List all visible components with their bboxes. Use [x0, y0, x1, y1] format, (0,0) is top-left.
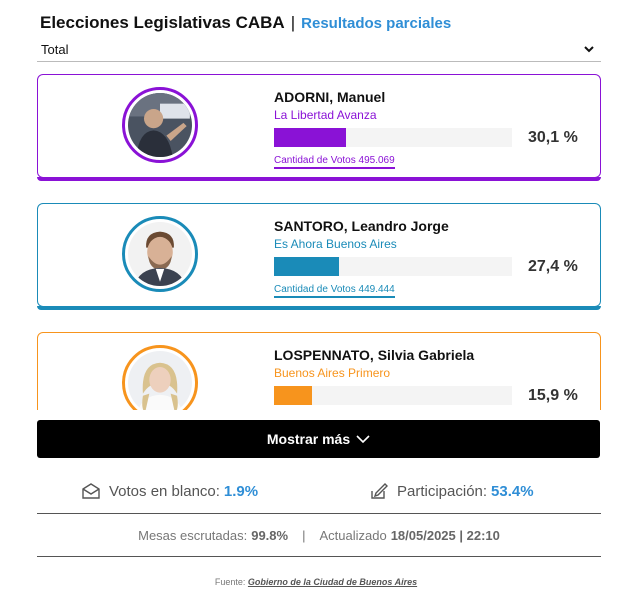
candidate-avatar: [122, 216, 198, 292]
mesas-label: Mesas escrutadas:: [138, 528, 248, 543]
page-subtitle: Resultados parciales: [301, 15, 452, 32]
blank-votes-stat: Votos en blanco: 1.9%: [81, 482, 258, 500]
status-separator: |: [302, 528, 306, 543]
candidate-percent: 30,1 %: [528, 129, 578, 146]
candidate-name: LOSPENNATO, Silvia Gabriela: [274, 347, 475, 363]
source-footer: Fuente: Gobierno de la Ciudad de Buenos …: [0, 577, 632, 587]
vote-bar: [274, 128, 512, 147]
candidate-votes-link[interactable]: Cantidad de Votos 495.069: [274, 155, 395, 169]
candidate-list[interactable]: ADORNI, Manuel La Libertad Avanza 30,1 %…: [37, 72, 601, 410]
candidate-percent: 27,4 %: [528, 258, 578, 275]
candidate-photo-icon: [128, 93, 192, 157]
candidate-percent: 15,9 %: [528, 387, 578, 404]
vote-bar-fill: [274, 257, 340, 276]
district-select[interactable]: Total: [37, 38, 601, 62]
envelope-icon: [82, 483, 100, 499]
candidate-name: ADORNI, Manuel: [274, 89, 386, 105]
district-select-value: Total: [41, 42, 69, 57]
source-link[interactable]: Gobierno de la Ciudad de Buenos Aires: [247, 577, 418, 587]
participation-label: Participación:: [397, 482, 488, 500]
chevron-down-icon: [584, 46, 594, 53]
blank-votes-label: Votos en blanco:: [109, 482, 220, 500]
candidate-card[interactable]: LOSPENNATO, Silvia Gabriela Buenos Aires…: [37, 332, 601, 410]
vote-bar-fill: [274, 386, 312, 405]
summary-stats: Votos en blanco: 1.9% Participación: 53.…: [37, 474, 601, 514]
show-more-button[interactable]: Mostrar más: [37, 420, 600, 458]
participation-stat: Participación: 53.4%: [369, 482, 534, 500]
chevron-down-icon: [356, 435, 370, 444]
blank-votes-value: 1.9%: [223, 482, 259, 500]
participation-value: 53.4%: [491, 482, 534, 500]
card-accent-line: [37, 177, 601, 181]
title-separator: |: [290, 13, 296, 32]
candidate-votes-link[interactable]: Cantidad de Votos 449.444: [274, 284, 395, 298]
page-header: Elecciones Legislativas CABA | Resultado…: [40, 13, 451, 35]
vote-bar: [274, 386, 512, 405]
show-more-label: Mostrar más: [266, 431, 351, 447]
candidate-photo-icon: [128, 351, 192, 410]
count-status: Mesas escrutadas: 99.8% | Actualizado 18…: [37, 515, 601, 557]
updated-value: 18/05/2025 | 22:10: [390, 528, 500, 543]
vote-bar-fill: [274, 128, 346, 147]
candidate-party: Es Ahora Buenos Aires: [274, 237, 397, 251]
candidate-avatar: [122, 87, 198, 163]
source-label: Fuente:: [214, 577, 246, 587]
vote-bar: [274, 257, 512, 276]
candidate-party: Buenos Aires Primero: [274, 366, 391, 380]
card-accent-line: [37, 306, 601, 310]
ballot-icon: [371, 483, 388, 499]
updated-label: Actualizado: [319, 528, 387, 543]
candidate-card[interactable]: ADORNI, Manuel La Libertad Avanza 30,1 %…: [37, 74, 601, 181]
candidate-name: SANTORO, Leandro Jorge: [274, 218, 449, 234]
page-title: Elecciones Legislativas CABA: [40, 13, 285, 32]
candidate-card[interactable]: SANTORO, Leandro Jorge Es Ahora Buenos A…: [37, 203, 601, 310]
candidate-party: La Libertad Avanza: [274, 108, 377, 122]
mesas-value: 99.8%: [251, 528, 289, 543]
candidate-avatar: [122, 345, 198, 410]
candidate-photo-icon: [128, 222, 192, 286]
